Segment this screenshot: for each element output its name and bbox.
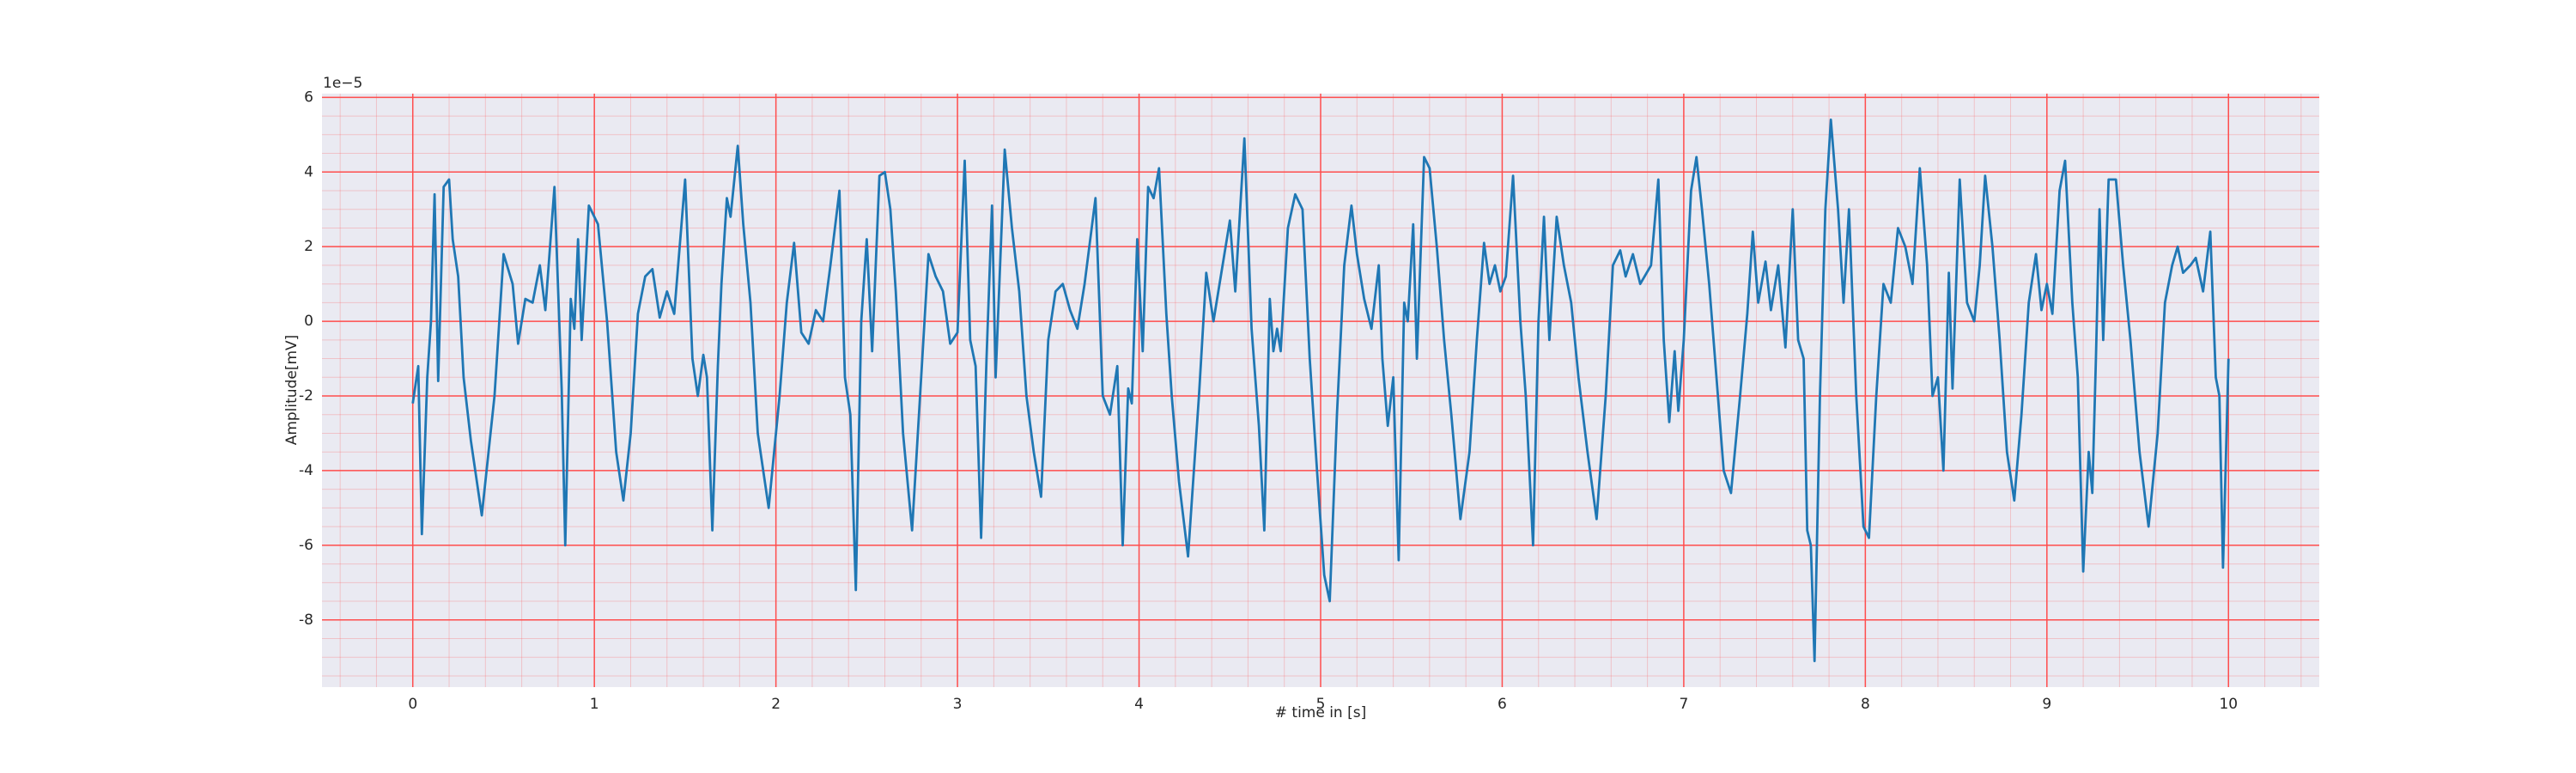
- y-tick-label: -6: [299, 537, 313, 554]
- x-tick-label: 3: [953, 696, 963, 713]
- y-tick-label: 6: [304, 88, 313, 106]
- y-tick-label: 0: [304, 313, 313, 330]
- x-tick-label: 10: [2219, 696, 2238, 713]
- x-tick-label: 7: [1679, 696, 1688, 713]
- x-axis-label: # time in [s]: [1275, 704, 1366, 721]
- x-tick-label: 9: [2042, 696, 2051, 713]
- y-axis-label: Amplitude[mV]: [283, 335, 301, 446]
- x-tick-label: 1: [590, 696, 599, 713]
- y-tick-label: 4: [304, 163, 313, 180]
- x-tick-label: 6: [1498, 696, 1507, 713]
- x-tick-label: 8: [1861, 696, 1870, 713]
- x-tick-label: 0: [408, 696, 417, 713]
- y-tick-label: 2: [304, 238, 313, 255]
- y-tick-label: -2: [299, 387, 313, 405]
- data-line: [411, 119, 2230, 662]
- plot-area: [322, 94, 2319, 687]
- y-tick-label: -4: [299, 462, 313, 479]
- x-tick-label: 4: [1134, 696, 1144, 713]
- x-tick-label: 2: [771, 696, 781, 713]
- offset-label: 1e−5: [323, 75, 362, 92]
- y-tick-label: -8: [299, 612, 313, 629]
- x-tick-label: 5: [1316, 696, 1326, 713]
